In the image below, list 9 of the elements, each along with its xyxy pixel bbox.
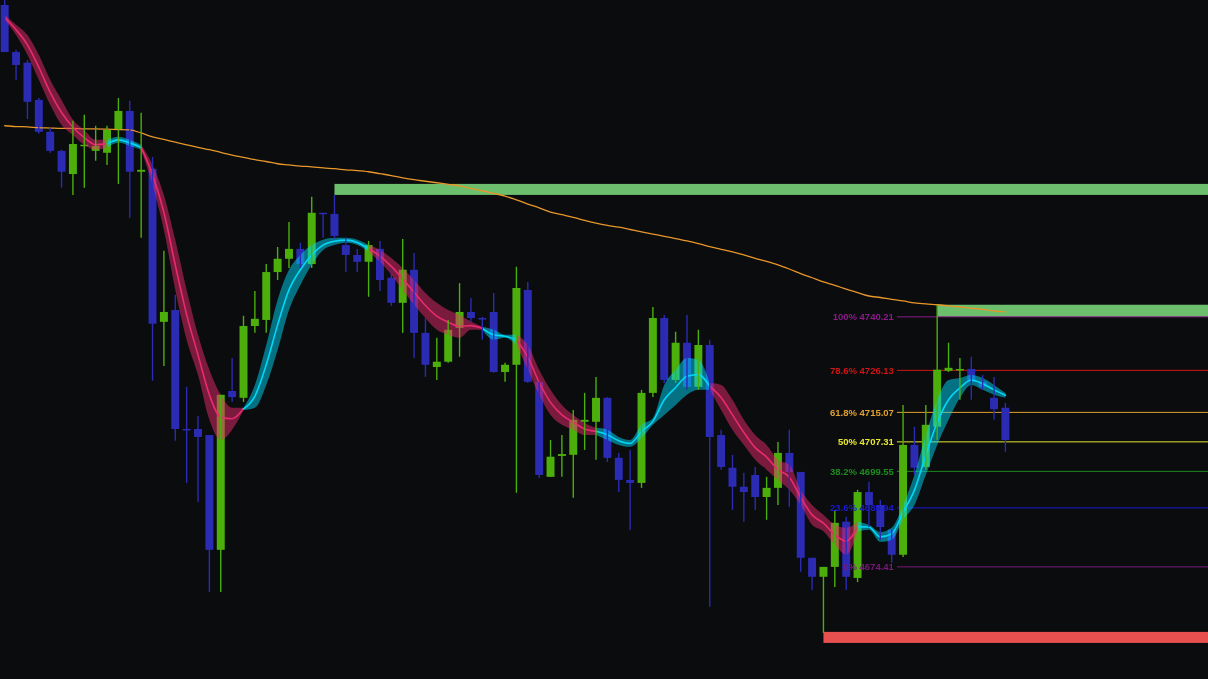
candlestick <box>580 392 589 451</box>
ref-line-label: 61.8% 4715.07 <box>830 406 894 418</box>
ref-line-label: 100% 4740.21 <box>832 311 895 323</box>
ref-line-label: 50% 4707.31 <box>837 436 895 448</box>
candlestick <box>353 248 362 273</box>
candlestick <box>91 125 100 162</box>
ref-line-label: 78.6% 4726.13 <box>830 364 894 376</box>
ref-line-label: 38.2% 4699.55 <box>830 465 895 477</box>
candlestick <box>478 316 487 341</box>
